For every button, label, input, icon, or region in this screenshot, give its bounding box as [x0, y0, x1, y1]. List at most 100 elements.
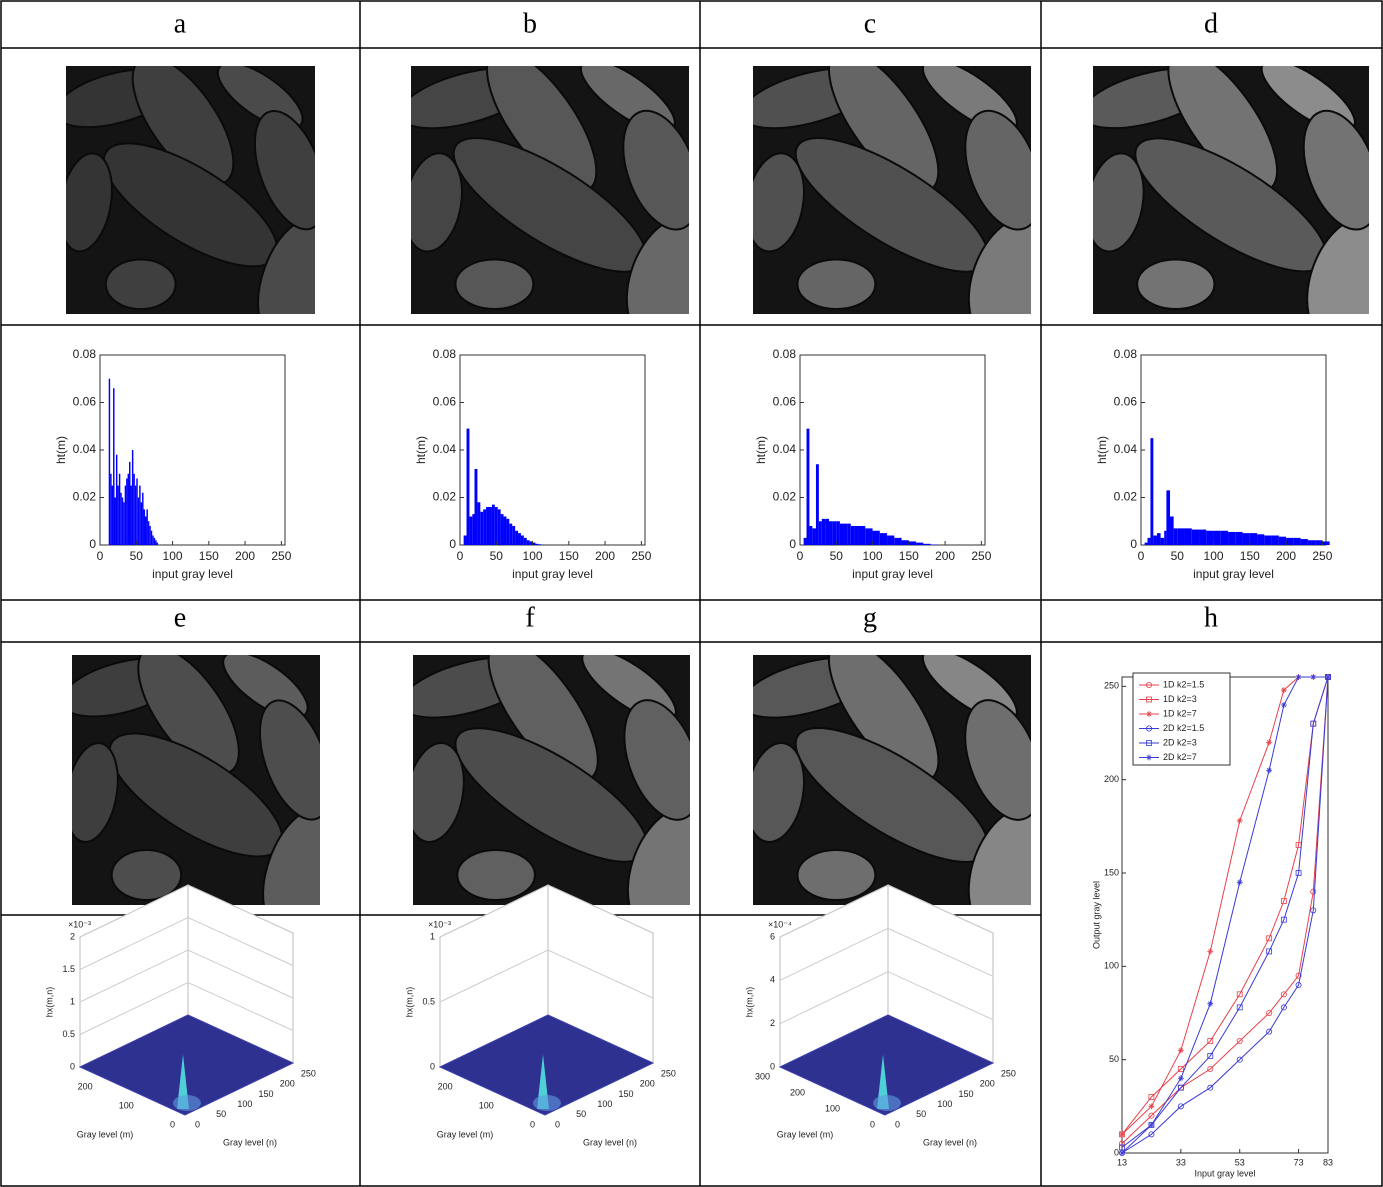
pollen-grain	[796, 849, 877, 901]
histogram-bar	[1173, 528, 1178, 545]
micrograph	[66, 66, 315, 314]
marker	[1207, 1053, 1214, 1059]
histogram-bar	[1235, 531, 1243, 545]
marker	[1310, 907, 1317, 914]
marker	[1295, 870, 1302, 876]
y-tick-label: 0.08	[1114, 347, 1138, 361]
histogram-bar	[113, 388, 115, 545]
z-tick-label: 0	[70, 1061, 75, 1071]
histogram-bar	[509, 523, 513, 545]
grid-line	[779, 971, 994, 1025]
m-tick-label: 100	[479, 1101, 494, 1111]
histogram-bar	[1199, 529, 1207, 545]
histogram-bar	[127, 473, 130, 545]
histogram-bar	[134, 485, 137, 545]
pollen-grain	[964, 109, 1031, 231]
n-tick-label: 250	[661, 1068, 676, 1078]
marker	[1119, 1150, 1125, 1156]
surface-glow	[173, 1095, 201, 1111]
y-tick-label: 0	[789, 537, 796, 551]
pollen-grain	[110, 849, 183, 901]
y-tick-label: 0.08	[773, 347, 797, 361]
histogram-bar	[1191, 529, 1200, 545]
marker	[1119, 1144, 1125, 1151]
pollen-grain	[456, 849, 536, 901]
x-tick-label: 150	[1240, 549, 1260, 563]
x-axis-label: input gray level	[852, 567, 933, 581]
x-tick-label: 53	[1235, 1157, 1245, 1167]
x-tick-label: 200	[1276, 549, 1296, 563]
z-axis-label: hx(m,n)	[744, 987, 754, 1018]
z-exponent: ×10⁻⁴	[768, 919, 792, 929]
marker	[1146, 740, 1152, 746]
pollen-grain	[137, 655, 240, 775]
x-axis-label: input gray level	[512, 567, 593, 581]
marker	[1280, 916, 1287, 923]
z-tick-label: 1	[70, 996, 75, 1006]
legend-label: 1D k2=3	[1163, 694, 1197, 704]
histogram-bar	[1153, 535, 1157, 545]
z-tick-label: 2	[770, 1018, 775, 1028]
histogram-bar	[150, 530, 153, 545]
histogram-bar	[520, 535, 524, 545]
histogram-bar	[483, 509, 487, 545]
x-tick-label: 250	[271, 549, 291, 563]
y-axis-label: ht(m)	[754, 436, 768, 464]
grid-line	[439, 884, 654, 938]
y-tick-label: 0.08	[73, 347, 97, 361]
n-tick-label: 150	[259, 1089, 274, 1099]
pollen-grain	[967, 216, 1031, 314]
histogram-bar	[815, 464, 819, 545]
micrograph	[72, 655, 320, 905]
z-tick-label: 1	[430, 931, 435, 941]
marker	[1236, 1038, 1243, 1045]
histogram-bar	[872, 530, 880, 545]
n-tick-label: 150	[619, 1089, 634, 1099]
histogram-bar	[887, 535, 895, 545]
pollen-grain	[964, 699, 1031, 821]
pollen-grain	[253, 110, 315, 231]
histogram-bar	[111, 485, 114, 545]
histogram-bar	[474, 469, 478, 545]
y-tick-label: 150	[1104, 867, 1119, 877]
marker	[1280, 991, 1287, 998]
histogram-bar	[146, 509, 148, 545]
histogram-bar	[1164, 530, 1167, 545]
grid-line	[79, 981, 294, 1035]
marker	[1148, 1131, 1155, 1138]
histogram-bar	[153, 537, 156, 545]
surface-floor	[78, 1014, 295, 1116]
histogram-bar	[142, 492, 144, 545]
marker	[1146, 754, 1152, 761]
y-tick-label: 0.02	[773, 490, 797, 504]
x-tick-label: 150	[559, 549, 579, 563]
histogram-bar	[126, 478, 128, 545]
histogram-bar	[908, 541, 917, 545]
marker	[1266, 767, 1273, 774]
marker	[1236, 991, 1243, 998]
histogram-bar	[131, 450, 134, 545]
marker	[1207, 1038, 1214, 1044]
x-tick-label: 0	[457, 549, 464, 563]
x-axis-label: input gray level	[152, 567, 233, 581]
histogram-bar	[512, 526, 516, 545]
marker	[1280, 1004, 1287, 1011]
histogram-bar	[894, 537, 902, 545]
histogram-bar	[115, 454, 118, 545]
y-tick-label: 250	[1104, 681, 1119, 691]
x-tick-label: 33	[1176, 1157, 1186, 1167]
z-tick-label: 4	[770, 975, 775, 985]
pollen-grain	[796, 258, 877, 311]
x-tick-label: 150	[899, 549, 919, 563]
pollen-grain	[104, 258, 177, 311]
x-tick-label: 250	[631, 549, 651, 563]
legend-box	[1132, 672, 1231, 766]
z-tick-label: 0	[430, 1061, 435, 1071]
histogram-bar	[825, 518, 830, 545]
n-tick-label: 150	[959, 1089, 974, 1099]
x-tick-label: 50	[490, 549, 504, 563]
n-tick-label: 100	[597, 1099, 612, 1109]
grid-line	[439, 949, 654, 1003]
histogram-bar	[526, 540, 530, 545]
